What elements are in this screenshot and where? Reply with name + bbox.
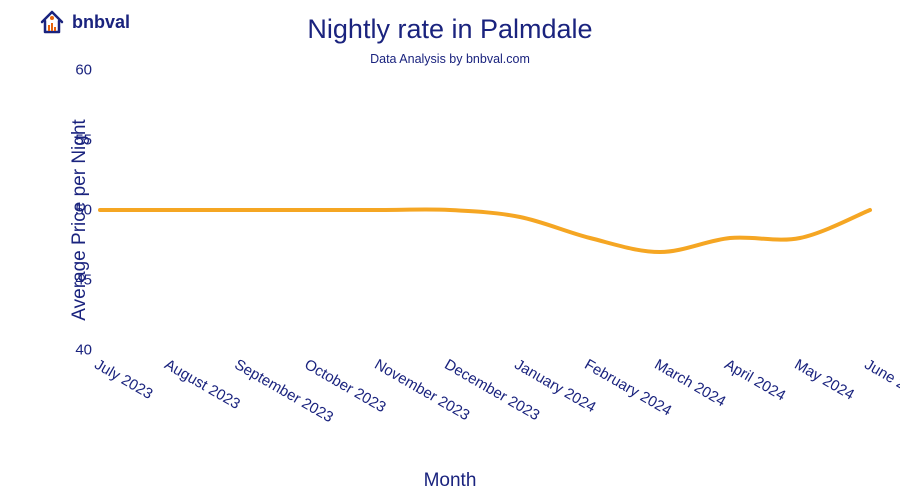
x-tick-label: July 2023 — [92, 356, 156, 403]
y-tick-label: 45 — [75, 272, 92, 289]
y-tick-label: 55 — [75, 132, 92, 149]
x-tick-label: June 2024 — [862, 356, 900, 406]
x-tick-label: August 2023 — [162, 356, 243, 413]
chart-title: Nightly rate in Palmdale — [0, 14, 900, 45]
x-axis-label: Month — [0, 470, 900, 492]
y-tick-label: 50 — [75, 202, 92, 219]
y-tick-label: 60 — [75, 62, 92, 79]
y-axis-label: Average Price per Night — [60, 60, 100, 380]
y-tick-label: 40 — [75, 342, 92, 359]
x-tick-label: May 2024 — [792, 356, 858, 404]
chart-line — [100, 70, 870, 350]
chart-subtitle: Data Analysis by bnbval.com — [0, 52, 900, 66]
chart-plot-area: 4045505560July 2023August 2023September … — [100, 70, 870, 350]
x-tick-label: April 2024 — [722, 356, 789, 404]
